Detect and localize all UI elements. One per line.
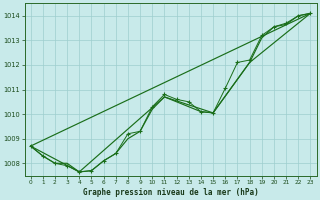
X-axis label: Graphe pression niveau de la mer (hPa): Graphe pression niveau de la mer (hPa) — [83, 188, 258, 197]
